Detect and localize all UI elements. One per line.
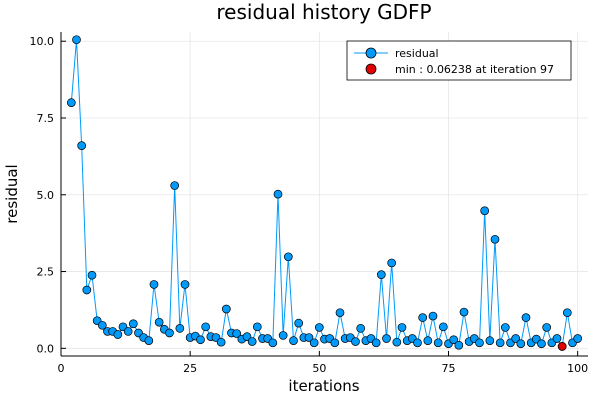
residual-point	[542, 323, 552, 332]
x-tick-label: 75	[442, 362, 456, 375]
residual-point	[397, 323, 407, 332]
residual-point	[309, 338, 319, 348]
residual-point	[475, 338, 484, 348]
residual-point	[392, 337, 402, 347]
residual-point	[66, 98, 76, 107]
residual-point	[371, 338, 381, 348]
residual-point	[376, 270, 386, 279]
residual-point	[77, 141, 87, 150]
residual-point	[196, 335, 205, 345]
plot-area: 0 25 50 75 100 0.0 2.5 5.0 7.5 10.0	[30, 32, 588, 375]
residual-point	[175, 324, 185, 333]
legend-box	[346, 40, 572, 81]
y-axis-label: residual	[3, 164, 21, 223]
x-tick-label: 0	[58, 362, 65, 375]
residual-point	[490, 234, 500, 244]
y-ticks: 0.0 2.5 5.0 7.5 10.0	[30, 35, 66, 355]
residual-point	[144, 336, 154, 345]
residual-point	[516, 339, 526, 349]
residual-point	[87, 270, 97, 280]
x-tick-label: 25	[183, 362, 197, 375]
legend-marker-min	[365, 63, 377, 75]
residual-point	[97, 320, 107, 330]
residual-point	[438, 322, 448, 332]
residual-point	[552, 334, 562, 343]
residual-point	[72, 35, 81, 45]
y-tick-label: 7.5	[37, 112, 55, 125]
residual-point	[304, 333, 314, 342]
plot-frame	[61, 32, 588, 356]
residual-point	[128, 319, 138, 329]
residual-point	[123, 327, 133, 336]
residual-point	[387, 258, 397, 268]
legend-marker-residual	[365, 47, 377, 59]
y-tick-label: 5.0	[37, 189, 55, 202]
grid-lines	[60, 32, 588, 356]
residual-point	[180, 280, 190, 289]
residual-point	[485, 336, 495, 345]
residual-point	[449, 335, 459, 345]
residual-point	[495, 338, 505, 348]
residual-point	[433, 338, 443, 348]
residual-point	[562, 308, 572, 318]
x-tick-label: 100	[567, 362, 588, 375]
residual-point	[511, 334, 521, 343]
residual-point	[201, 322, 211, 332]
legend-label-min: min : 0.06238 at iteration 97	[395, 63, 554, 76]
legend-label-residual: residual	[395, 47, 439, 60]
residual-point	[356, 324, 366, 333]
min-point	[557, 342, 567, 351]
residual-point	[289, 336, 298, 345]
residual-point	[521, 313, 531, 322]
series-line-residual	[70, 39, 578, 348]
residual-point	[413, 338, 422, 348]
chart-title: residual history GDFP	[216, 0, 431, 24]
residual-point	[232, 329, 242, 338]
x-axis-label: iterations	[288, 377, 359, 395]
residual-point	[335, 308, 345, 318]
y-tick-label: 10.0	[30, 35, 55, 48]
residual-point	[480, 206, 490, 216]
residual-point	[382, 334, 391, 343]
residual-point	[149, 280, 159, 289]
residual-point	[500, 323, 510, 332]
residual-point	[418, 313, 428, 322]
residual-point	[294, 318, 304, 328]
residual-point	[252, 322, 262, 332]
y-tick-label: 2.5	[37, 266, 55, 279]
residual-point	[113, 330, 123, 339]
legend: residual min : 0.06238 at iteration 97	[346, 40, 572, 81]
residual-point	[273, 189, 283, 199]
residual-point	[537, 339, 546, 349]
residual-point	[247, 337, 257, 346]
residual-point	[573, 334, 583, 343]
residual-point	[221, 304, 231, 314]
residual-point	[170, 181, 180, 190]
residual-point	[351, 337, 360, 346]
residual-point	[278, 331, 288, 340]
residual-point	[423, 336, 433, 345]
residual-point	[154, 317, 164, 327]
y-tick-label: 0.0	[37, 342, 55, 355]
residual-point	[216, 337, 226, 347]
residual-point	[330, 338, 340, 348]
residual-point	[82, 285, 92, 295]
residual-point	[165, 328, 174, 338]
x-ticks: 0 25 50 75 100	[58, 351, 588, 375]
residual-point	[268, 338, 278, 348]
residual-point	[428, 311, 438, 321]
x-tick-label: 50	[312, 362, 326, 375]
residual-point	[283, 252, 293, 262]
residual-point	[454, 340, 464, 350]
series	[66, 35, 583, 351]
residual-point	[314, 323, 324, 332]
residual-point	[459, 307, 469, 317]
